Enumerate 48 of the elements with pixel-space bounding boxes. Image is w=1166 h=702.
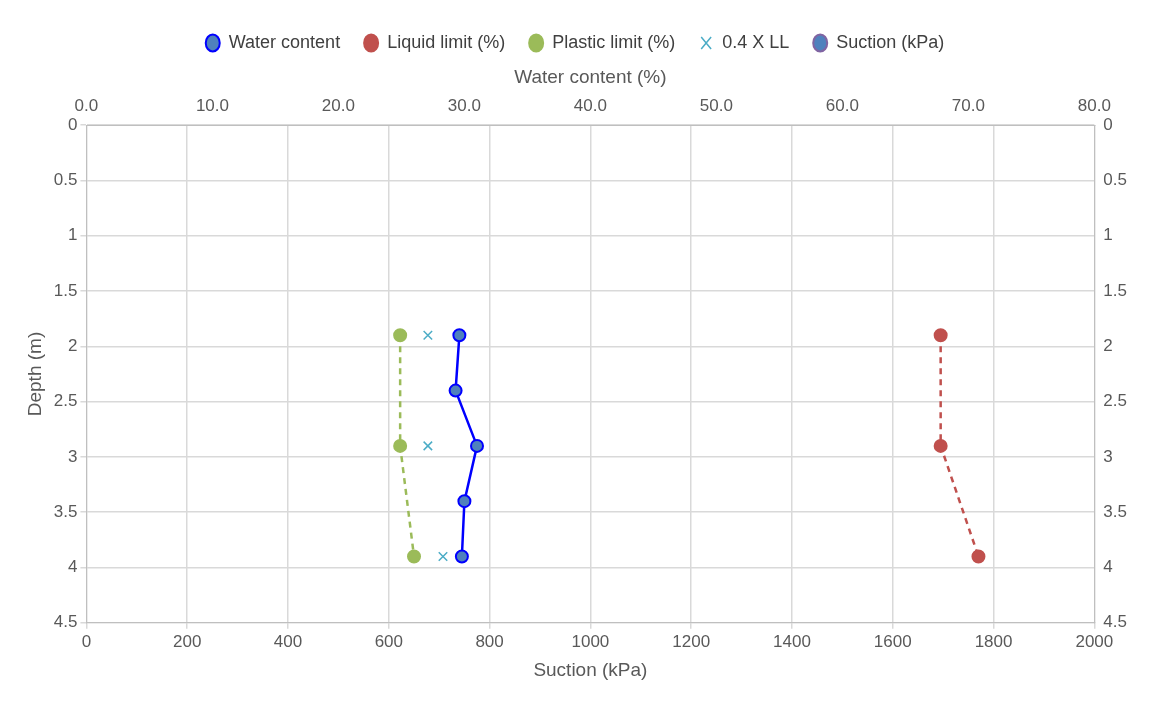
- y-tick-label: 0.5: [53, 170, 78, 190]
- x-tick-label: 600: [374, 631, 403, 651]
- x2-tick-label: 10.0: [195, 95, 229, 115]
- y2-tick-label: 3.5: [1103, 501, 1128, 521]
- y2-tick-label: 1: [1103, 225, 1113, 245]
- x2-axis-title: Water content (%): [514, 65, 667, 87]
- x-tick-label: 1400: [773, 631, 811, 651]
- y-tick-label: 4: [67, 557, 78, 577]
- legend-label: Liquid limit (%): [387, 31, 506, 52]
- x2-tick-label: 20.0: [321, 95, 355, 115]
- y2-tick-label: 2.5: [1103, 391, 1128, 411]
- x2-tick-label: 80.0: [1077, 95, 1111, 115]
- legend-label: Suction (kPa): [836, 31, 945, 52]
- y-tick-label: 1.5: [53, 280, 78, 300]
- x2-tick-label: 30.0: [447, 95, 481, 115]
- x-tick-label: 1600: [873, 631, 912, 651]
- y-tick-label: 3: [67, 446, 78, 466]
- y2-tick-label: 2: [1103, 336, 1113, 356]
- x2-tick-label: 0.0: [74, 95, 99, 115]
- x-axis-title: Suction (kPa): [533, 658, 648, 680]
- x-tick-label: 200: [173, 631, 202, 651]
- x-tick-label: 2000: [1075, 631, 1114, 651]
- y-tick-label: 2: [67, 336, 78, 356]
- y2-tick-label: 0: [1103, 114, 1113, 134]
- y-tick-label: 2.5: [53, 391, 78, 411]
- y2-tick-label: 4.5: [1103, 612, 1128, 632]
- x-tick-label: 0: [81, 631, 92, 651]
- y-axis-title: Depth (m): [23, 331, 45, 417]
- legend-label: Water content: [228, 31, 341, 52]
- y-tick-label: 4.5: [53, 612, 78, 632]
- legend-label: Plastic limit (%): [552, 31, 676, 52]
- legend-label: 0.4 X LL: [722, 31, 790, 52]
- x2-tick-label: 60.0: [825, 95, 859, 115]
- y2-tick-label: 0.5: [1103, 170, 1128, 190]
- x2-tick-label: 40.0: [573, 95, 607, 115]
- x-tick-label: 1800: [974, 631, 1013, 651]
- x-tick-label: 400: [273, 631, 303, 651]
- y-tick-label: 0: [67, 114, 78, 134]
- y-tick-label: 1: [67, 225, 78, 245]
- x-tick-label: 1200: [672, 631, 711, 651]
- x2-tick-label: 50.0: [699, 95, 733, 115]
- y2-tick-label: 3: [1103, 446, 1113, 466]
- x2-tick-label: 70.0: [951, 95, 985, 115]
- x-tick-label: 800: [475, 631, 504, 651]
- y-tick-label: 3.5: [53, 501, 78, 521]
- y2-tick-label: 1.5: [1103, 280, 1128, 300]
- x-tick-label: 1000: [571, 631, 610, 651]
- y2-tick-label: 4: [1103, 557, 1113, 577]
